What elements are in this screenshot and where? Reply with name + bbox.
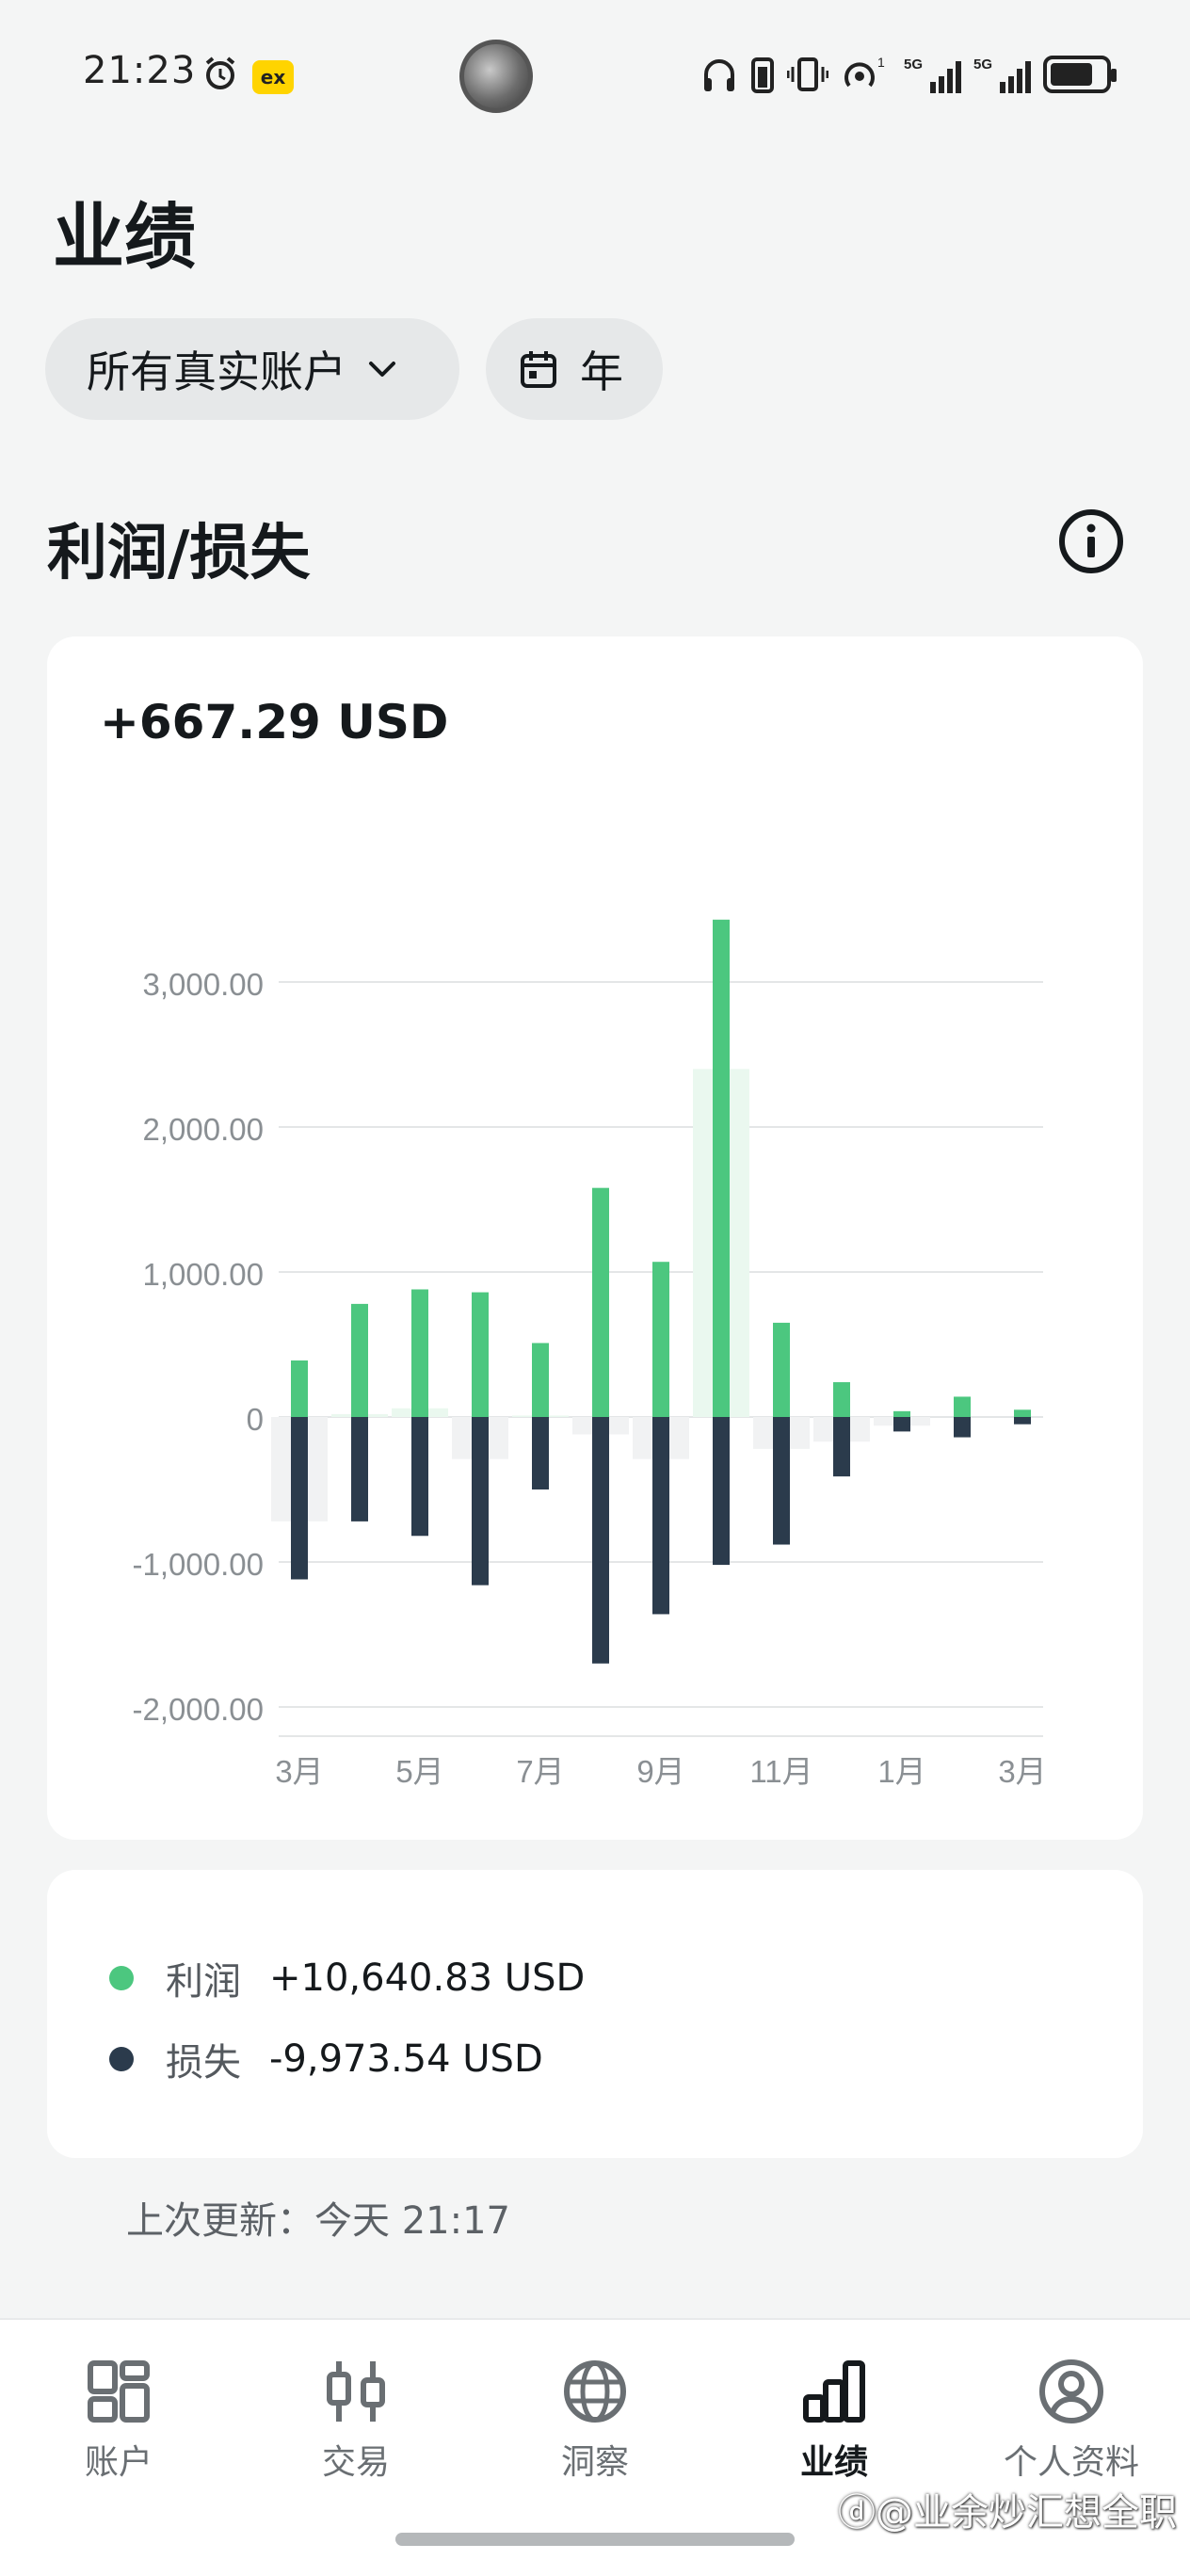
profit-bar [411,1289,428,1417]
profit-bar [954,1396,971,1417]
vibrate-icon [787,57,828,91]
y-tick-label: 2,000.00 [143,1112,264,1147]
device-battery-icon [751,57,774,93]
loss-bar [291,1417,308,1580]
tab-trade[interactable]: 交易 [262,2358,450,2484]
calendar-icon [521,351,556,388]
profit-bar [592,1187,609,1417]
loss-value: -9,973.54 USD [269,2037,543,2081]
loss-bar [351,1417,368,1521]
profit-loss-chart[interactable]: 3,000.00 2,000.00 1,000.00 0 -1,000.00 -2,000… [47,636,1143,1840]
svg-text:5G: 5G [904,56,923,72]
bar-chart-icon [803,2360,865,2423]
profit-bar [713,919,730,1417]
page-title: 业绩 [53,195,196,279]
loss-dot [109,2047,134,2071]
loss-bar [954,1417,971,1438]
account-filter-dropdown[interactable]: 所有真实账户 [45,318,459,420]
home-indicator[interactable] [395,2533,795,2546]
status-time: 21:23 [83,49,197,92]
y-tick-label: -2,000.00 [133,1692,264,1727]
loss-bar [893,1417,910,1432]
candlestick-icon [327,2361,385,2422]
grid-icon [88,2360,150,2423]
profit-bar [1014,1409,1031,1417]
info-icon[interactable] [1058,508,1124,574]
profile-icon [1039,2359,1103,2423]
profit-dot [109,1966,134,1990]
x-tick-label: 7月 [516,1754,564,1789]
hotspot-icon: 1 [844,55,885,88]
legend-loss: 损失 -9,973.54 USD [109,2032,543,2086]
svg-text:1: 1 [877,55,885,70]
section-title: 利润/损失 [47,519,311,588]
profit-label: 利润 [166,1960,241,2004]
x-tick-label: 9月 [636,1754,684,1789]
account-filter-label: 所有真实账户 [87,346,346,397]
profit-value: +10,640.83 USD [269,1956,586,2000]
profit-bar [893,1410,910,1417]
status-bar: 21:23 ex 1 [0,0,1190,151]
x-tick-label: 3月 [998,1754,1046,1789]
y-tick-label: 0 [247,1402,264,1437]
tab-label: 洞察 [560,2443,629,2482]
profit-bar [652,1262,669,1417]
tab-accounts[interactable]: 账户 [24,2358,213,2484]
x-tick-label: 5月 [395,1754,443,1789]
tab-label: 交易 [321,2443,390,2482]
signal-5g-icon: 5G [904,56,961,93]
loss-bar [472,1417,489,1586]
ex-app-icon: ex [252,60,294,94]
y-tick-label: 3,000.00 [143,967,264,1002]
svg-text:5G: 5G [973,56,992,72]
loss-bar [1014,1417,1031,1425]
y-tick-label: -1,000.00 [133,1547,264,1582]
legend-card: 利润 +10,640.83 USD 损失 -9,973.54 USD [47,1870,1143,2158]
x-tick-label: 11月 [749,1754,812,1789]
tab-label: 账户 [84,2443,153,2482]
profit-bar [472,1292,489,1417]
profit-bar [833,1382,850,1417]
loss-bar [411,1417,428,1537]
headphones-icon [704,59,734,91]
loss-bar [652,1417,669,1615]
loss-bar [833,1417,850,1477]
tab-performance[interactable]: 业绩 [740,2358,928,2484]
profit-bar [291,1360,308,1417]
status-icons: 1 5G 5G [700,51,1117,98]
legend-profit: 利润 +10,640.83 USD [109,1951,585,2005]
profit-bar [532,1343,549,1417]
period-filter-button[interactable]: 年 [486,318,663,420]
profit-bar [773,1322,790,1417]
tab-label: 业绩 [799,2443,868,2482]
loss-bar [713,1417,730,1566]
period-filter-label: 年 [580,346,623,397]
signal-5g-icon-2: 5G [973,56,1031,93]
tab-profile[interactable]: 个人资料 [977,2358,1166,2484]
alarm-icon [205,56,235,89]
watermark: ⓓ@业余炒汇想全职 [838,2491,1177,2535]
notification-avatar [459,40,533,113]
loss-label: 损失 [166,2041,241,2085]
y-tick-label: 1,000.00 [143,1257,264,1292]
tab-insights[interactable]: 洞察 [501,2358,689,2484]
loss-bar [532,1417,549,1489]
loss-bar [773,1417,790,1545]
battery-icon [1043,56,1117,93]
last-updated: 上次更新：今天 21:17 [126,2199,510,2243]
globe-icon [564,2360,626,2423]
profit-loss-chart-card: +667.29 USD 3,000.00 2,000.00 1,000.00 0 -1,… [47,636,1143,1840]
chevron-down-icon [369,362,395,377]
loss-bar [592,1417,609,1664]
net-total: +667.29 USD [100,695,449,749]
profit-bar [351,1303,368,1417]
tab-label: 个人资料 [1003,2443,1139,2482]
x-tick-label: 1月 [877,1754,925,1789]
x-tick-label: 3月 [275,1754,323,1789]
